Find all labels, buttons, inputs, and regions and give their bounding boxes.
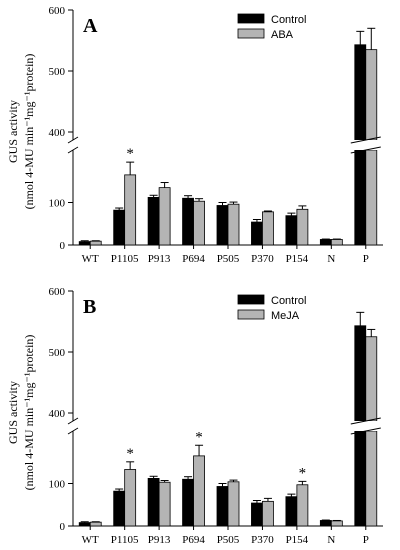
- y-axis-break-mark: [67, 427, 79, 435]
- bar-treatment: [365, 49, 378, 141]
- panel-a-chart: 0 100 400 500 600 GUS activity (nmol 4-MU min⁻…: [6, 5, 383, 265]
- bar-treatment: [124, 469, 137, 527]
- x-tick-label: P: [363, 534, 369, 546]
- bar-treatment: [296, 484, 309, 527]
- x-tick-label: P1105: [111, 534, 139, 546]
- bar-control: [216, 486, 229, 527]
- bar-control: [182, 197, 194, 246]
- x-tick-label: P505: [217, 534, 240, 546]
- y-tick-label: 100: [49, 479, 66, 491]
- bar-treatment: [330, 239, 343, 246]
- legend-swatch-treatment: [237, 309, 265, 320]
- x-tick-label: N: [327, 253, 335, 265]
- y-tick-label: 500: [49, 347, 66, 359]
- y-axis-break-mark: [67, 136, 79, 144]
- x-tick-label: P370: [251, 534, 274, 546]
- bar-break-mark: [350, 146, 381, 154]
- bar-control: [113, 490, 126, 527]
- x-tick-label: N: [327, 534, 335, 546]
- y-axis-break-mark: [67, 417, 79, 425]
- x-tick-label: P913: [148, 253, 171, 265]
- y-tick-label: 100: [49, 198, 66, 210]
- bar-control: [319, 239, 332, 246]
- bar-treatment: [227, 203, 240, 246]
- bar-control: [285, 215, 298, 246]
- bar-control: [78, 241, 91, 246]
- bar-treatment: [227, 481, 240, 527]
- y-axis-units: (nmol 4-MU min⁻¹mg⁻¹protein): [22, 335, 36, 491]
- y-axis-title: GUS activity: [6, 381, 20, 444]
- bar-break-gap: [351, 140, 380, 150]
- bar-control: [182, 478, 194, 527]
- bar-break-gap: [351, 421, 380, 431]
- bar-control: [251, 221, 263, 246]
- x-tick-label: P370: [251, 253, 274, 265]
- bar-treatment: [89, 240, 102, 246]
- y-tick-label: 400: [49, 408, 66, 420]
- y-tick-label: 400: [49, 127, 66, 139]
- x-tick-label: P694: [182, 253, 205, 265]
- legend-label-control: Control: [271, 295, 306, 307]
- bar-treatment: [365, 336, 378, 422]
- x-tick-label: P154: [286, 534, 309, 546]
- bar-break-mark: [350, 427, 381, 435]
- bar-control: [113, 209, 126, 246]
- bar-treatment: [89, 521, 102, 527]
- bar-control: [78, 522, 91, 527]
- panel-label: B: [83, 296, 96, 318]
- bar-break-mark: [350, 136, 381, 144]
- bar-control: [354, 149, 367, 246]
- x-tick-label: WT: [82, 253, 99, 265]
- bar-control: [147, 196, 160, 246]
- significance-marker: *: [126, 446, 134, 462]
- y-axis-break-mark: [67, 146, 79, 154]
- bar-treatment: [365, 149, 378, 246]
- panel-b-chart: 0 100 400 500 600 GUS activity (nmol 4-MU min⁻…: [6, 286, 383, 546]
- x-tick-label: P505: [217, 253, 240, 265]
- legend-label-treatment: ABA: [271, 29, 294, 41]
- legend-swatch-control: [237, 294, 265, 305]
- bar-control: [319, 520, 332, 527]
- panel-label: A: [83, 15, 98, 37]
- bar-treatment: [158, 187, 171, 246]
- significance-marker: *: [195, 429, 203, 445]
- y-axis-title: GUS activity: [6, 100, 20, 163]
- bar-treatment: [193, 200, 205, 246]
- y-tick-label: 0: [60, 240, 66, 252]
- y-tick-label: 500: [49, 66, 66, 78]
- x-tick-label: P154: [286, 253, 309, 265]
- significance-marker: *: [126, 146, 134, 162]
- x-tick-label: P694: [182, 534, 205, 546]
- bar-treatment: [330, 520, 343, 527]
- legend-swatch-control: [237, 13, 265, 24]
- bar-treatment: [193, 455, 205, 527]
- bar-break-mark: [350, 417, 381, 425]
- bar-control: [147, 477, 160, 527]
- x-tick-label: P: [363, 253, 369, 265]
- y-tick-label: 600: [49, 5, 66, 17]
- y-axis-units: (nmol 4-MU min⁻¹mg⁻¹protein): [22, 54, 36, 210]
- bar-control: [251, 502, 263, 527]
- bar-control: [285, 496, 298, 527]
- bar-control: [354, 325, 367, 422]
- bar-treatment: [124, 174, 137, 246]
- bar-treatment: [262, 211, 274, 246]
- legend-label-treatment: MeJA: [271, 310, 300, 322]
- bar-treatment: [365, 430, 378, 527]
- significance-marker: *: [299, 465, 307, 481]
- bar-control: [216, 205, 229, 246]
- legend-label-control: Control: [271, 14, 306, 26]
- bar-control: [354, 430, 367, 527]
- legend-swatch-treatment: [237, 28, 265, 39]
- x-tick-label: WT: [82, 534, 99, 546]
- y-tick-label: 600: [49, 286, 66, 298]
- bar-treatment: [262, 500, 274, 527]
- bar-control: [354, 44, 367, 141]
- bar-treatment: [296, 208, 309, 246]
- bar-treatment: [158, 481, 171, 527]
- x-tick-label: P913: [148, 534, 171, 546]
- x-tick-label: P1105: [111, 253, 139, 265]
- y-tick-label: 0: [60, 521, 66, 533]
